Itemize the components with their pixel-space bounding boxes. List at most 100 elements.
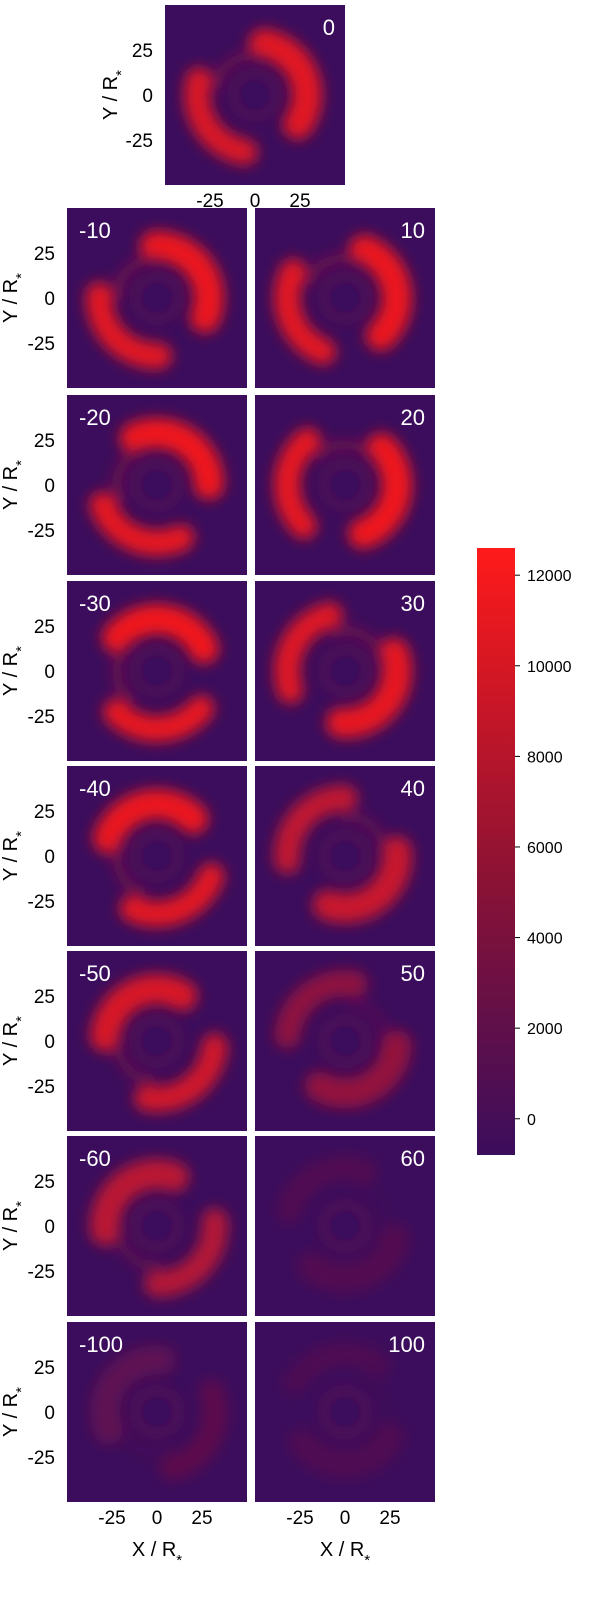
emission-arc-lower	[159, 1379, 228, 1481]
x-tick-label: 0	[340, 1508, 351, 1529]
panel-50: 50	[255, 951, 435, 1131]
panel-label: 20	[401, 405, 425, 430]
panel-10: 10	[255, 208, 435, 388]
inner-halo	[132, 460, 182, 510]
x-tick-label: 25	[379, 1508, 400, 1529]
y-tick-label: 25	[34, 987, 55, 1008]
emission-arc-upper	[90, 1159, 190, 1246]
y-tick-label: 25	[34, 1358, 55, 1379]
emission-arc-upper	[119, 418, 224, 500]
emission-arcs	[93, 789, 225, 927]
emission-arcs	[274, 234, 412, 365]
panel--10: -10	[67, 208, 247, 388]
inner-halo	[230, 70, 280, 120]
inner-halo	[132, 831, 182, 881]
emission-arc-inner	[113, 1416, 173, 1457]
emission-arc-lower	[134, 1033, 228, 1112]
emission-arc-inner	[346, 996, 390, 1054]
emission-arc-lower	[274, 427, 321, 539]
emission-arcs	[276, 1155, 411, 1293]
emission-arcs	[90, 1159, 228, 1297]
inner-halo	[320, 1201, 370, 1251]
emission-arc-lower	[184, 67, 258, 166]
emission-arc-lower	[119, 863, 225, 927]
emission-arc-upper	[287, 1422, 406, 1479]
y-axis-label-subscript: *	[13, 1201, 30, 1207]
emission-arc-upper	[90, 974, 198, 1052]
y-tick-label: 0	[44, 1217, 55, 1238]
y-axis-label: Y / R*	[0, 1016, 30, 1066]
x-axis-label: X / R*	[320, 1539, 370, 1569]
emission-arc-lower	[274, 970, 368, 1049]
y-tick-label: -25	[28, 521, 55, 542]
x-tick-label: -25	[286, 1508, 313, 1529]
inner-halo	[132, 646, 182, 696]
central-star-mask	[144, 285, 170, 311]
panel-label: 40	[401, 776, 425, 801]
panel-image	[90, 1345, 228, 1481]
emission-arc-inner	[112, 1028, 156, 1086]
y-tick-label: 0	[44, 847, 55, 868]
x-axis-label-subscript: *	[364, 1552, 370, 1569]
y-tick-label: -25	[28, 1077, 55, 1098]
emission-arc-lower	[89, 492, 195, 556]
central-star-mask	[242, 82, 268, 108]
y-tick-label: 0	[142, 86, 153, 107]
emission-arc-upper	[349, 234, 412, 351]
emission-arc-inner	[362, 1374, 390, 1441]
y-tick-label: -25	[126, 131, 153, 152]
x-tick-label: 0	[152, 1508, 163, 1529]
colorbar-tick-label: 0	[527, 1112, 536, 1129]
y-tick-label: 25	[34, 1172, 55, 1193]
panel--20: -20	[67, 395, 247, 575]
central-star-mask	[332, 843, 358, 869]
emission-arcs	[274, 602, 412, 738]
x-tick-label: 0	[250, 191, 261, 212]
y-axis-label: Y / R*	[0, 831, 30, 881]
panel-image	[274, 970, 412, 1108]
panel-label: -20	[79, 405, 111, 430]
y-tick-label: -25	[28, 1448, 55, 1469]
panel-image	[90, 974, 228, 1112]
panel-image	[89, 418, 224, 556]
emission-arc-inner	[211, 50, 272, 90]
panel-image	[274, 602, 412, 738]
panel-20: 20	[255, 395, 435, 575]
y-tick-label: -25	[28, 1262, 55, 1283]
emission-arc-lower	[274, 602, 343, 704]
y-axis-label: Y / R*	[0, 1387, 30, 1437]
panel-image	[102, 604, 219, 742]
panel-label: -40	[79, 776, 111, 801]
panel--40: -40	[67, 766, 247, 946]
emission-arc-upper	[248, 28, 322, 140]
colorbar-tick-label: 10000	[527, 659, 572, 676]
panel--100: -100	[67, 1322, 247, 1502]
colorbar-tick-label: 6000	[527, 840, 563, 857]
panel--30: -30	[67, 581, 247, 761]
colorbar-tick-label: 2000	[527, 1021, 563, 1038]
y-axis-label: Y / R*	[0, 273, 30, 323]
emission-arcs	[90, 974, 228, 1112]
y-tick-label: 0	[44, 1032, 55, 1053]
y-axis-label-subscript: *	[113, 70, 130, 76]
emission-arcs	[102, 604, 219, 742]
emission-arc-upper	[93, 789, 209, 854]
emission-arc-lower	[103, 695, 215, 742]
inner-halo	[320, 1387, 370, 1437]
y-axis-label-subscript: *	[13, 460, 30, 466]
y-tick-label: 25	[34, 617, 55, 638]
panel-label: -60	[79, 1146, 111, 1171]
emission-arc-upper	[326, 638, 412, 738]
panel-100: 100	[255, 1322, 435, 1502]
emission-arc-upper	[102, 604, 219, 664]
panel-label: 0	[323, 15, 335, 40]
inner-halo	[320, 831, 370, 881]
colorbar-tick-label: 4000	[527, 931, 563, 948]
y-axis-label: Y / R*	[100, 70, 130, 120]
panel-label: 100	[388, 1332, 425, 1357]
panel-image	[93, 789, 225, 927]
y-tick-label: 25	[34, 244, 55, 265]
y-tick-label: 25	[34, 802, 55, 823]
x-tick-label: 25	[289, 191, 310, 212]
inner-halo	[320, 1016, 370, 1066]
